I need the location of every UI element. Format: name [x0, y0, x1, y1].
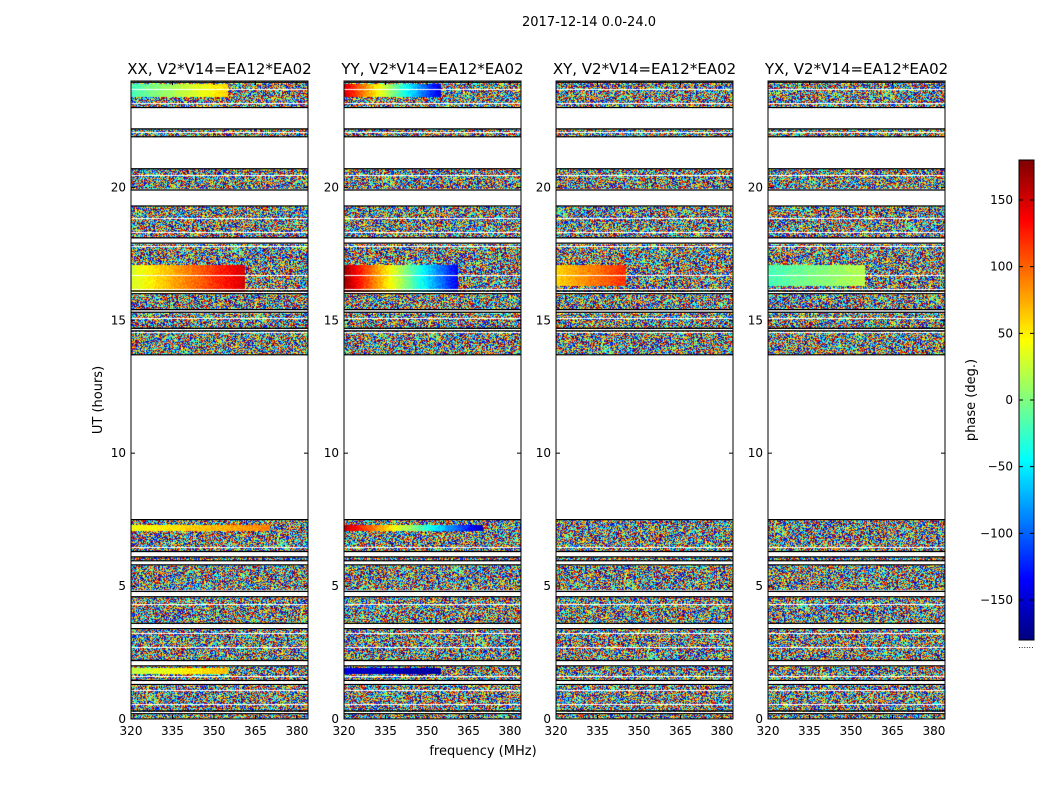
colorbar-tick-label: 150	[990, 193, 1013, 207]
x-tick-label: 365	[244, 724, 267, 738]
heatmap-image	[344, 81, 521, 719]
y-axis-label: UT (hours)	[91, 366, 106, 434]
panel-title: XX, V2*V14=EA12*EA02	[127, 60, 311, 78]
axes-frame	[343, 80, 522, 720]
colorbar-tick-label: 50	[998, 326, 1013, 340]
y-tick-label: 5	[755, 579, 763, 593]
y-tick-label: 15	[111, 313, 126, 327]
heatmap-panel-1: YY, V2*V14=EA12*EA02 320 335 350 365 380 0 5 10 1…	[324, 60, 524, 738]
x-tick-label: 320	[333, 724, 356, 738]
y-tick-label: 5	[331, 579, 339, 593]
x-tick-label: 380	[710, 724, 733, 738]
y-tick-label: 0	[118, 712, 126, 726]
y-tick-label: 15	[536, 313, 551, 327]
y-axis-label-group: UT (hours)	[91, 366, 106, 434]
heatmap-image	[556, 81, 733, 719]
heatmap-panel-2: XY, V2*V14=EA12*EA02 320 335 350 365 380 0 5 10 1…	[536, 60, 736, 738]
colorbar-tick-label: −50	[988, 460, 1013, 474]
y-tick-label: 5	[543, 579, 551, 593]
x-tick-label: 335	[798, 724, 821, 738]
x-axis-label: frequency (MHz)	[429, 744, 536, 759]
colorbar-footer: ......	[1018, 641, 1033, 650]
y-tick-label: 5	[118, 579, 126, 593]
panel-title: XY, V2*V14=EA12*EA02	[553, 60, 736, 78]
heatmap-image	[768, 81, 945, 719]
axes-frame	[130, 80, 309, 720]
x-tick-label: 335	[161, 724, 184, 738]
y-tick-label: 20	[748, 180, 763, 194]
y-tick-label: 15	[748, 313, 763, 327]
colorbar-tick-label: 0	[1005, 393, 1013, 407]
heatmap-image	[131, 81, 308, 719]
x-tick-label: 350	[840, 724, 863, 738]
colorbar: phase (deg.) ...... 150 100 50 0 −50 −100 −150	[964, 159, 1035, 650]
colorbar-label: phase (deg.)	[964, 359, 979, 441]
y-tick-label: 20	[324, 180, 339, 194]
x-tick-label: 365	[669, 724, 692, 738]
x-tick-label: 380	[498, 724, 521, 738]
x-tick-label: 350	[416, 724, 439, 738]
colorbar-tick-label: 100	[990, 260, 1013, 274]
y-tick-label: 15	[324, 313, 339, 327]
y-tick-label: 0	[755, 712, 763, 726]
heatmap-panels: XX, V2*V14=EA12*EA02 320 335 350 365 380 0 5 10 1…	[111, 60, 948, 738]
x-tick-label: 320	[545, 724, 568, 738]
x-tick-label: 320	[120, 724, 143, 738]
x-tick-label: 380	[922, 724, 945, 738]
colorbar-tick-label: −100	[980, 526, 1013, 540]
x-tick-label: 320	[757, 724, 780, 738]
y-tick-label: 10	[536, 446, 551, 460]
axes-frame	[555, 80, 734, 720]
x-tick-label: 335	[586, 724, 609, 738]
colorbar-gradient	[1019, 160, 1034, 640]
panel-title: YX, V2*V14=EA12*EA02	[764, 60, 948, 78]
x-tick-label: 365	[881, 724, 904, 738]
y-tick-label: 10	[111, 446, 126, 460]
axes-frame	[767, 80, 946, 720]
panel-title: YY, V2*V14=EA12*EA02	[340, 60, 523, 78]
x-tick-label: 335	[374, 724, 397, 738]
y-tick-label: 10	[748, 446, 763, 460]
heatmap-panel-3: YX, V2*V14=EA12*EA02 320 335 350 365 380 0 5 10 1…	[748, 60, 948, 738]
x-tick-label: 365	[457, 724, 480, 738]
y-tick-label: 0	[331, 712, 339, 726]
x-tick-label: 350	[203, 724, 226, 738]
y-tick-label: 10	[324, 446, 339, 460]
y-tick-label: 20	[536, 180, 551, 194]
y-tick-label: 20	[111, 180, 126, 194]
figure-suptitle: 2017-12-14 0.0-24.0	[522, 15, 656, 30]
y-tick-label: 0	[543, 712, 551, 726]
colorbar-tick-label: −150	[980, 593, 1013, 607]
x-tick-label: 380	[285, 724, 308, 738]
x-tick-label: 350	[628, 724, 651, 738]
heatmap-panel-0: XX, V2*V14=EA12*EA02 320 335 350 365 380 0 5 10 1…	[111, 60, 312, 738]
